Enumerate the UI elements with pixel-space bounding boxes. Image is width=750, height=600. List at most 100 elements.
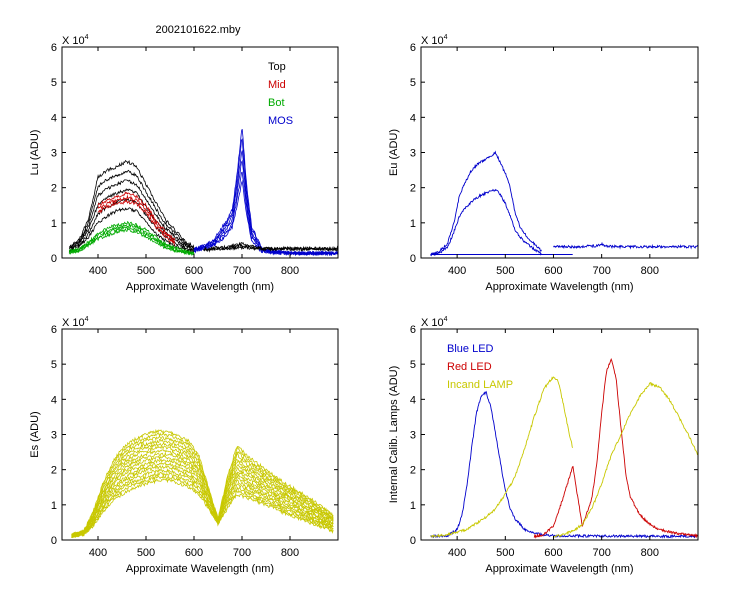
x-tick-label: 800 — [281, 547, 299, 559]
chart-lu: 0 1 2 3 4 5 6 400 500 600 700 800 X 104 Approximate W… — [29, 34, 339, 293]
x-tick-label: 700 — [233, 265, 251, 277]
x-tick-label: 500 — [496, 265, 514, 277]
x-tick-label: 400 — [448, 265, 466, 277]
y-tick-label: 4 — [410, 394, 416, 406]
y-tick-label: 1 — [51, 218, 57, 230]
y-tick-label: 3 — [410, 148, 416, 160]
x-tick-label: 600 — [544, 547, 562, 559]
y-tick-label: 0 — [51, 535, 57, 547]
series-line-lu-1-1 — [97, 194, 176, 244]
figure-title: 2002101622.mby — [155, 24, 241, 36]
legend-entry-mos: MOS — [268, 115, 293, 127]
y-tick-label: 1 — [410, 500, 416, 512]
x-tick-label: 600 — [185, 265, 203, 277]
y-tick-label: 6 — [51, 42, 57, 54]
series-line-es-0-11 — [71, 442, 334, 536]
y-exponent-power: 4 — [444, 316, 448, 323]
y-axis-label: Eu (ADU) — [388, 129, 400, 176]
x-tick-label: 500 — [137, 265, 155, 277]
series-line-lu-3-2 — [193, 160, 338, 257]
y-tick-label: 5 — [410, 359, 416, 371]
plot-area-cal — [430, 357, 698, 539]
series-line-lu-4-2 — [203, 241, 338, 252]
series-line-lu-0-2 — [69, 188, 195, 253]
series-line-cal-3 — [553, 382, 698, 538]
legend-entry-bot: Bot — [268, 97, 285, 109]
x-tick-label: 500 — [496, 547, 514, 559]
series-line-eu-0 — [430, 150, 542, 256]
y-exponent-power: 4 — [85, 316, 89, 323]
x-tick-label: 600 — [185, 547, 203, 559]
x-tick-label: 400 — [448, 547, 466, 559]
y-tick-label: 1 — [51, 500, 57, 512]
y-tick-label: 2 — [51, 183, 57, 195]
series-line-eu-3 — [553, 241, 698, 250]
y-tick-label: 4 — [410, 112, 416, 124]
x-tick-label: 800 — [281, 265, 299, 277]
y-exponent-label: X 104 — [421, 34, 448, 47]
y-tick-label: 5 — [51, 359, 57, 371]
plot-frame-lu — [61, 46, 339, 259]
series-line-lu-0-4 — [69, 169, 195, 249]
series-line-es-0-3 — [71, 468, 334, 538]
y-tick-label: 0 — [51, 253, 57, 265]
series-line-lu-1-2 — [97, 191, 176, 240]
series-line-lu-2-0 — [68, 228, 195, 256]
plot-frame-eu — [420, 46, 699, 259]
x-tick-label: 400 — [89, 547, 107, 559]
legend-entry-mid: Mid — [268, 79, 286, 91]
y-tick-label: 6 — [410, 324, 416, 336]
y-exponent-label: X 104 — [421, 316, 448, 329]
x-tick-label: 800 — [641, 265, 659, 277]
y-tick-label: 4 — [51, 394, 57, 406]
y-tick-label: 3 — [410, 430, 416, 442]
series-line-es-0-7 — [71, 455, 334, 537]
x-tick-label: 400 — [89, 265, 107, 277]
series-line-lu-1-0 — [97, 199, 176, 246]
chart-eu: 0 1 2 3 4 5 6 400 500 600 700 800 X 104 Approximate W… — [388, 34, 699, 293]
series-line-es-0-5 — [71, 462, 334, 538]
legend-entry-incand-lamp: Incand LAMP — [447, 379, 513, 391]
series-line-cal-1 — [533, 357, 698, 539]
y-tick-label: 5 — [410, 77, 416, 89]
series-line-es-0-15 — [71, 428, 334, 536]
series-line-lu-3-5 — [193, 129, 338, 256]
x-axis-label: Approximate Wavelength (nm) — [126, 563, 274, 575]
x-tick-label: 600 — [544, 265, 562, 277]
y-exponent-power: 4 — [85, 34, 89, 41]
chart-cal: 0 1 2 3 4 5 6 400 500 600 700 800 X 104 Approximate W… — [388, 316, 699, 575]
series-line-es-0-8 — [71, 451, 334, 538]
y-tick-label: 1 — [410, 218, 416, 230]
y-tick-label: 6 — [51, 324, 57, 336]
x-tick-label: 700 — [592, 265, 610, 277]
legend-entry-top: Top — [268, 61, 286, 73]
y-tick-label: 0 — [410, 253, 416, 265]
series-line-lu-2-3 — [68, 220, 195, 255]
y-tick-label: 4 — [51, 112, 57, 124]
y-axis-label: Internal Calib. Lamps (ADU) — [388, 366, 400, 504]
y-tick-label: 3 — [51, 148, 57, 160]
x-axis-label: Approximate Wavelength (nm) — [126, 281, 274, 293]
series-line-lu-0-5 — [68, 159, 195, 249]
plot-area-es — [71, 428, 334, 539]
y-tick-label: 2 — [51, 465, 57, 477]
y-axis-label: Es (ADU) — [29, 411, 41, 457]
y-tick-label: 5 — [51, 77, 57, 89]
series-line-es-0-2 — [71, 471, 334, 538]
y-tick-label: 3 — [51, 430, 57, 442]
x-tick-label: 700 — [233, 547, 251, 559]
y-exponent-label: X 104 — [62, 34, 89, 47]
y-exponent-power: 4 — [444, 34, 448, 41]
y-exponent-label: X 104 — [62, 316, 89, 329]
series-line-lu-3-0 — [193, 179, 338, 257]
series-line-es-0-13 — [71, 435, 334, 536]
plot-area-eu — [430, 150, 698, 257]
x-axis-label: Approximate Wavelength (nm) — [485, 281, 633, 293]
series-line-es-0-9 — [71, 449, 334, 538]
series-line-lu-0-3 — [69, 179, 195, 251]
y-tick-label: 0 — [410, 535, 416, 547]
legend-entry-red-led: Red LED — [447, 361, 492, 373]
series-line-es-0-0 — [71, 478, 334, 538]
series-line-eu-1 — [430, 188, 542, 257]
